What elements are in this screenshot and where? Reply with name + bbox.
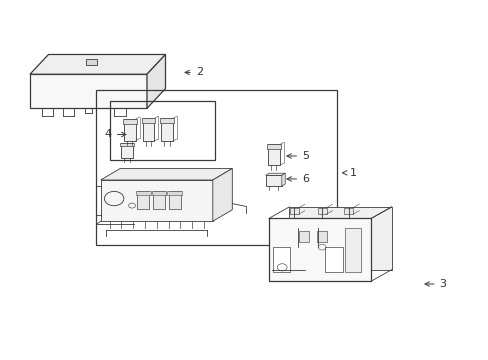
Text: 3: 3	[424, 279, 446, 289]
Polygon shape	[142, 118, 155, 123]
Polygon shape	[167, 191, 182, 195]
Polygon shape	[136, 191, 150, 195]
Text: 2: 2	[184, 67, 203, 77]
Polygon shape	[268, 219, 370, 281]
Text: 1: 1	[342, 168, 356, 178]
Polygon shape	[281, 173, 285, 186]
Bar	[289, 208, 298, 214]
Polygon shape	[147, 54, 165, 108]
Polygon shape	[30, 54, 165, 74]
Polygon shape	[267, 144, 279, 165]
Polygon shape	[101, 168, 232, 180]
Polygon shape	[168, 191, 181, 209]
Polygon shape	[101, 180, 212, 221]
Polygon shape	[212, 168, 232, 221]
Polygon shape	[344, 228, 360, 272]
Bar	[317, 231, 326, 242]
Polygon shape	[345, 237, 361, 260]
Bar	[317, 208, 326, 214]
Polygon shape	[30, 74, 147, 108]
Polygon shape	[289, 207, 391, 270]
Polygon shape	[153, 191, 165, 209]
Text: 5: 5	[286, 151, 308, 161]
Polygon shape	[137, 191, 149, 209]
Polygon shape	[265, 175, 281, 186]
Polygon shape	[265, 173, 285, 175]
Bar	[298, 231, 308, 242]
Text: 6: 6	[286, 174, 308, 184]
Polygon shape	[121, 143, 133, 158]
Polygon shape	[160, 118, 173, 123]
Polygon shape	[293, 237, 308, 260]
Bar	[344, 208, 352, 214]
Text: 4: 4	[104, 130, 126, 139]
Polygon shape	[142, 118, 154, 141]
Bar	[110, 101, 215, 160]
Polygon shape	[266, 144, 280, 149]
Polygon shape	[86, 59, 97, 65]
Bar	[96, 90, 336, 244]
Polygon shape	[325, 247, 342, 272]
Polygon shape	[272, 247, 290, 272]
Polygon shape	[124, 119, 136, 140]
Polygon shape	[161, 118, 172, 141]
Polygon shape	[151, 191, 166, 195]
Polygon shape	[123, 119, 136, 124]
Polygon shape	[120, 143, 133, 146]
